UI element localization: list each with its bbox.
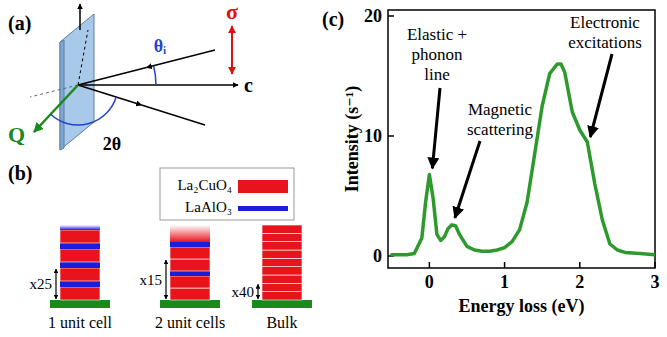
x-tick xyxy=(504,262,506,268)
panel-letter: (c) xyxy=(322,8,344,31)
panel-letter: (a) xyxy=(8,12,31,35)
period-arrow xyxy=(165,260,166,299)
stack-label: 1 unit cell xyxy=(48,314,113,331)
repeat-label: x15 xyxy=(140,272,163,288)
layer xyxy=(170,288,210,300)
layer xyxy=(262,258,302,266)
y-axis-title: Intensity (s⁻¹) xyxy=(342,86,363,192)
sample-edge xyxy=(60,40,64,150)
annotation-text: Elastic + xyxy=(407,25,467,44)
scattered-beam xyxy=(78,85,142,105)
y-tick-label: 20 xyxy=(364,6,382,26)
annotation-text: excitations xyxy=(568,33,642,52)
layer xyxy=(170,271,210,276)
x-tick-label: 0 xyxy=(425,272,434,292)
c-axis-label: c xyxy=(244,74,253,96)
theta-arc xyxy=(154,66,156,85)
normal-dashed xyxy=(78,30,88,85)
spectrum-line xyxy=(392,64,655,255)
layer xyxy=(60,262,100,268)
layer xyxy=(60,225,100,230)
stack-label: Bulk xyxy=(266,314,297,331)
panel-a: (a) c θᵢ σ Q 2θ xyxy=(8,0,253,154)
layer xyxy=(60,243,100,249)
x-tick-label: 3 xyxy=(651,272,660,292)
q-label: Q xyxy=(8,122,25,147)
annotation-text: Magnetic xyxy=(468,100,533,119)
layer xyxy=(170,225,210,242)
panel-b: (b) La₂CuO₄ LaAlO₃ x25 1 unit cell x15 2 unit … xyxy=(8,162,312,331)
layer xyxy=(60,287,100,300)
annotation-text: phonon xyxy=(412,45,464,64)
scattered-beam xyxy=(142,105,206,125)
annotation-text: line xyxy=(424,65,450,84)
y-tick xyxy=(388,15,394,17)
layer xyxy=(60,230,100,243)
y-tick-label: 10 xyxy=(364,126,382,146)
y-tick xyxy=(388,135,394,137)
legend-label: LaAlO₃ xyxy=(185,199,232,215)
substrate xyxy=(50,300,110,308)
x-tick xyxy=(429,262,431,268)
layer xyxy=(262,225,302,233)
two-theta-label: 2θ xyxy=(103,134,121,154)
x-axis-title: Energy loss (eV) xyxy=(459,296,585,317)
x-tick xyxy=(654,262,656,268)
legend-swatch xyxy=(238,180,288,193)
figure: (a) c θᵢ σ Q 2θ (b) La₂CuO₄ LaAlO₃ x25 1 unit cell… xyxy=(0,0,667,337)
two-theta-arc xyxy=(51,97,117,125)
layer xyxy=(60,249,100,262)
layer xyxy=(170,247,210,259)
x-tick-label: 1 xyxy=(500,272,509,292)
repeat-label: x25 xyxy=(30,276,53,292)
layer xyxy=(262,242,302,250)
y-tick-label: 0 xyxy=(373,246,382,266)
x-tick-label: 2 xyxy=(575,272,584,292)
layer xyxy=(262,283,302,291)
layer xyxy=(262,250,302,258)
legend-label: La₂CuO₄ xyxy=(177,177,232,193)
layer xyxy=(60,281,100,287)
layer xyxy=(262,267,302,275)
layer xyxy=(170,276,210,288)
legend-swatch xyxy=(238,206,288,211)
substrate xyxy=(252,300,312,308)
layer xyxy=(170,259,210,271)
layer xyxy=(262,292,302,300)
theta-i-label: θᵢ xyxy=(154,36,167,56)
c-axis-arrow xyxy=(78,84,238,86)
layer xyxy=(262,275,302,283)
annotation-arrow xyxy=(432,88,440,168)
layer xyxy=(170,242,210,247)
sigma-arrow xyxy=(231,26,233,74)
x-tick xyxy=(579,262,581,268)
incident-beam xyxy=(78,68,147,86)
annotation-arrow xyxy=(590,54,612,137)
annotation-text: Electronic xyxy=(570,13,640,32)
panel-c: (c) 0 1 2 3 0 10 20 Energy loss (eV) Intensity (s… xyxy=(322,6,660,317)
substrate xyxy=(160,300,220,308)
legend-box xyxy=(160,168,294,220)
panel-letter: (b) xyxy=(8,162,32,185)
sigma-label: σ xyxy=(226,0,238,24)
period-arrow xyxy=(257,284,258,299)
annotation-arrow xyxy=(455,141,480,218)
plot-data xyxy=(392,64,655,255)
layer xyxy=(262,233,302,241)
annotation-text: scattering xyxy=(467,120,534,139)
normal-arrow xyxy=(79,4,81,30)
layer xyxy=(60,268,100,281)
period-arrow xyxy=(55,269,56,299)
plot-frame xyxy=(388,10,655,268)
repeat-label: x40 xyxy=(232,284,255,300)
stack-label: 2 unit cells xyxy=(155,314,225,331)
